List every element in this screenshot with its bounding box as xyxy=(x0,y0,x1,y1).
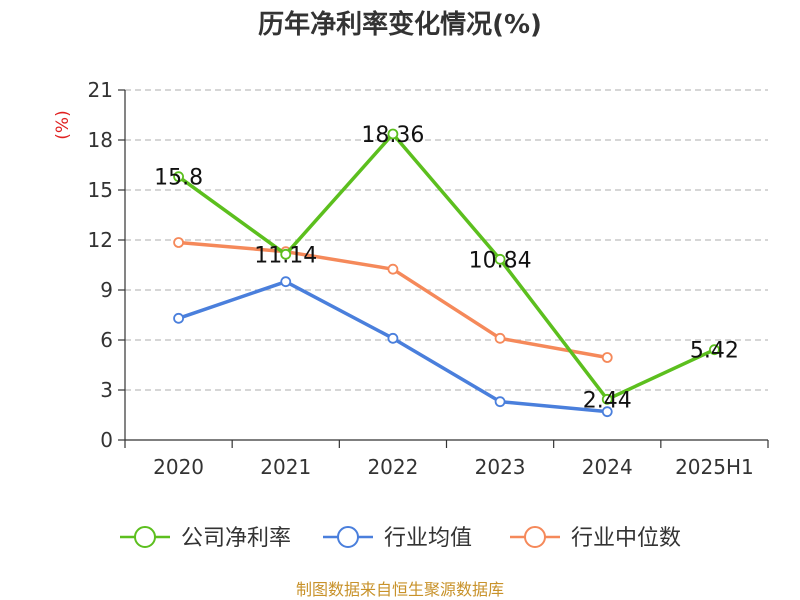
legend-label-2: 行业中位数 xyxy=(571,526,681,551)
chart-title: 历年净利率变化情况(%) xyxy=(258,9,542,40)
y-tick-label-6: 6 xyxy=(100,328,113,352)
data-point-1-4 xyxy=(601,406,613,418)
data-label-0-3: 10.84 xyxy=(469,248,532,273)
x-tick-label-2020: 2020 xyxy=(153,455,204,479)
data-labels: 15.8 11.14 18.36 10.84 2.44 5.42 xyxy=(154,123,739,413)
grid-lines xyxy=(125,89,768,391)
data-point-0-0 xyxy=(173,171,184,183)
x-tick-label-2023: 2023 xyxy=(475,455,526,479)
data-point-1-1 xyxy=(280,276,292,288)
data-label-0-5: 5.42 xyxy=(690,339,739,364)
data-point-1-0 xyxy=(173,312,184,324)
y-tick-label-3: 3 xyxy=(100,378,113,402)
data-point-0-3 xyxy=(494,253,506,265)
x-tick-label-2025H1: 2025H1 xyxy=(675,455,754,479)
legend-swatch-marker-2 xyxy=(524,526,546,548)
legend-item-2[interactable]: 行业中位数 xyxy=(510,526,681,551)
legend-label-0: 公司净利率 xyxy=(181,526,291,551)
data-point-2-0 xyxy=(173,237,184,248)
data-label-0-0: 15.8 xyxy=(154,166,203,191)
data-point-2-2 xyxy=(387,263,399,275)
source-note: 制图数据来自恒生聚源数据库 xyxy=(296,580,504,599)
data-point-0-5 xyxy=(709,344,720,356)
data-point-0-2 xyxy=(387,128,399,140)
data-label-0-2: 18.36 xyxy=(361,123,424,148)
data-point-2-4 xyxy=(601,352,613,363)
x-tick-label-2021: 2021 xyxy=(260,455,311,479)
axes: 0 3 6 9 12 15 18 21 2020 2021 2022 2023 2024 2025H1 xyxy=(88,78,769,479)
data-point-2-3 xyxy=(494,332,506,344)
y-unit-label: (%) xyxy=(53,110,73,139)
y-tick-label-9: 9 xyxy=(100,278,113,302)
legend-swatch-marker-1 xyxy=(337,526,359,548)
data-point-0-1 xyxy=(280,248,292,260)
data-point-0-4 xyxy=(601,393,613,405)
x-tick-label-2024: 2024 xyxy=(582,455,633,479)
data-point-1-3 xyxy=(494,396,506,408)
y-tick-label-15: 15 xyxy=(88,178,113,202)
series-line-0 xyxy=(177,132,716,402)
data-label-0-4: 2.44 xyxy=(583,388,632,413)
y-tick-label-18: 18 xyxy=(88,128,113,152)
x-tick-label-2022: 2022 xyxy=(367,455,418,479)
y-tick-label-12: 12 xyxy=(88,228,113,252)
legend[interactable]: 公司净利率 行业均值 行业中位数 xyxy=(120,526,681,551)
legend-label-1: 行业均值 xyxy=(384,526,472,551)
legend-swatch-marker-0 xyxy=(134,526,156,548)
series-lines xyxy=(173,128,720,418)
legend-item-0[interactable]: 公司净利率 xyxy=(120,526,291,551)
data-label-0-1: 11.14 xyxy=(254,243,317,268)
y-tick-label-21: 21 xyxy=(88,78,113,102)
legend-item-1[interactable]: 行业均值 xyxy=(323,526,472,551)
data-point-1-2 xyxy=(387,332,399,344)
y-tick-label-0: 0 xyxy=(100,428,113,452)
